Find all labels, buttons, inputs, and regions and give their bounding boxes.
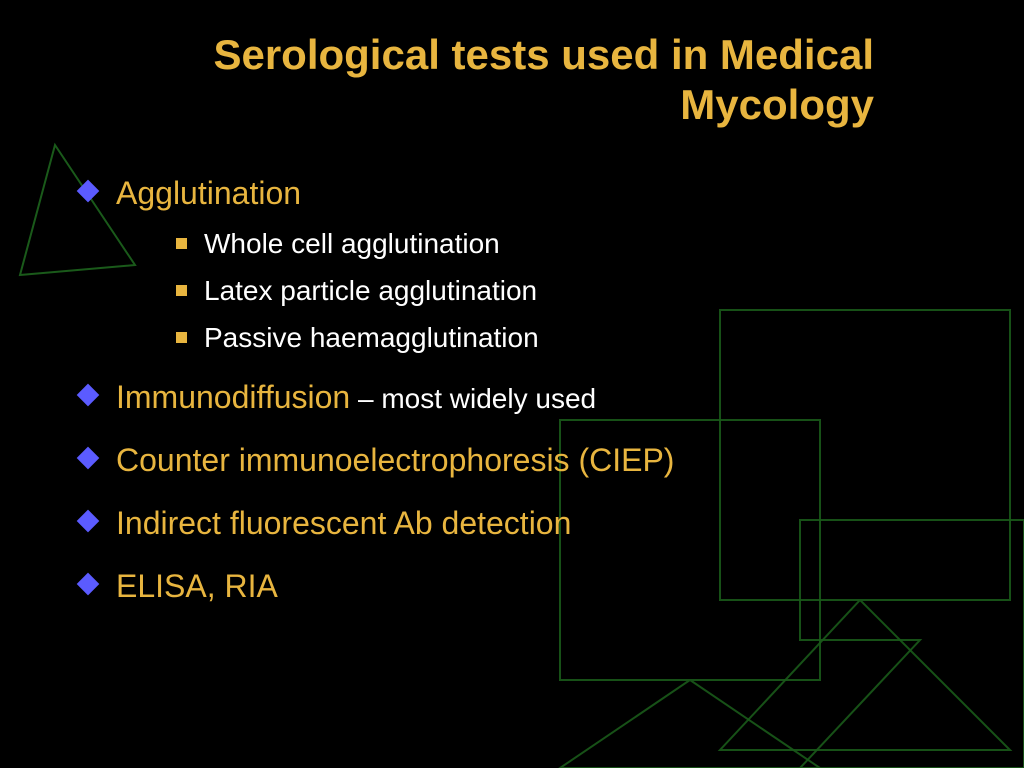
item-text: Immunodiffusion xyxy=(116,379,350,415)
item-text: Counter immunoelectrophoresis (CIEP) xyxy=(116,442,674,478)
sub-item-text: Passive haemagglutination xyxy=(204,322,539,353)
diamond-bullet-icon xyxy=(77,572,100,595)
square-bullet-icon xyxy=(176,238,187,249)
sub-list-item: Whole cell agglutination xyxy=(176,224,964,263)
list-item: Agglutination Whole cell agglutination L… xyxy=(80,171,964,357)
diamond-bullet-icon xyxy=(77,384,100,407)
bullet-list-level1: Agglutination Whole cell agglutination L… xyxy=(80,171,964,609)
item-suffix: – most widely used xyxy=(350,383,596,414)
item-text: Agglutination xyxy=(116,175,301,211)
list-item: Indirect fluorescent Ab detection xyxy=(80,501,964,546)
diamond-bullet-icon xyxy=(77,179,100,202)
sub-item-text: Whole cell agglutination xyxy=(204,228,500,259)
list-item: ELISA, RIA xyxy=(80,564,964,609)
sub-item-text: Latex particle agglutination xyxy=(204,275,537,306)
square-bullet-icon xyxy=(176,285,187,296)
sub-list-item: Latex particle agglutination xyxy=(176,271,964,310)
list-item: Immunodiffusion – most widely used xyxy=(80,375,964,420)
slide-title: Serological tests used in Medical Mycolo… xyxy=(80,30,964,131)
sub-list-item: Passive haemagglutination xyxy=(176,318,964,357)
list-item: Counter immunoelectrophoresis (CIEP) xyxy=(80,438,964,483)
bullet-list-level2: Whole cell agglutination Latex particle … xyxy=(176,224,964,358)
slide-content: Serological tests used in Medical Mycolo… xyxy=(0,0,1024,768)
item-text: ELISA, RIA xyxy=(116,568,278,604)
diamond-bullet-icon xyxy=(77,509,100,532)
item-text: Indirect fluorescent Ab detection xyxy=(116,505,571,541)
diamond-bullet-icon xyxy=(77,447,100,470)
square-bullet-icon xyxy=(176,332,187,343)
